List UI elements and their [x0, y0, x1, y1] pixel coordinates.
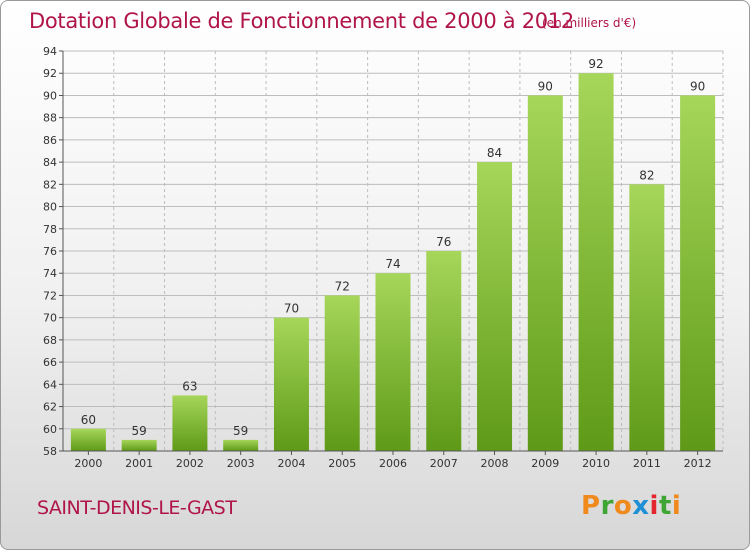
x-tick-label: 2009: [531, 457, 559, 470]
bar: [273, 317, 309, 451]
x-tick-label: 2005: [328, 457, 356, 470]
x-tick-label: 2011: [633, 457, 661, 470]
data-label: 70: [284, 302, 299, 316]
bar: [375, 273, 411, 451]
logo-letter: x: [632, 491, 650, 521]
data-label: 63: [182, 379, 197, 393]
y-tick-label: 76: [43, 245, 57, 258]
bar: [324, 295, 360, 451]
bar: [121, 439, 157, 451]
y-tick-label: 78: [43, 223, 57, 236]
commune-name: SAINT-DENIS-LE-GAST: [37, 497, 237, 519]
x-tick-label: 2007: [430, 457, 458, 470]
data-label: 92: [588, 57, 603, 71]
x-tick-label: 2012: [684, 457, 712, 470]
y-tick-label: 72: [43, 289, 57, 302]
bar: [629, 184, 665, 452]
axes: 58 60 62 64 66 68 70 72 74 76 78 80 82 84 86 88 90 92 94 20…: [43, 45, 723, 470]
bar: [578, 73, 614, 451]
data-label: 59: [233, 424, 248, 438]
x-tick-label: 2004: [277, 457, 305, 470]
x-tick-label: 2002: [176, 457, 204, 470]
bar: [70, 428, 106, 451]
chart-title: Dotation Globale de Fonctionnement de 20…: [29, 9, 574, 33]
logo-letter: i: [649, 491, 659, 521]
y-tick-label: 62: [43, 401, 57, 414]
y-tick-label: 60: [43, 423, 57, 436]
logo-letter: o: [613, 491, 633, 521]
data-label: 90: [538, 79, 553, 93]
data-label: 74: [385, 257, 400, 271]
logo-letter: r: [600, 491, 614, 521]
data-label: 76: [436, 235, 451, 249]
y-tick-label: 64: [43, 378, 57, 391]
data-label: 90: [690, 79, 705, 93]
y-tick-label: 90: [43, 89, 57, 102]
y-tick-label: 68: [43, 334, 57, 347]
proxiti-logo[interactable]: Proxiti: [581, 491, 681, 521]
y-tick-label: 84: [43, 156, 57, 169]
bar: [172, 395, 208, 451]
y-tick-label: 66: [43, 356, 57, 369]
y-tick-label: 88: [43, 112, 57, 125]
y-tick-label: 80: [43, 201, 57, 214]
data-label: 82: [639, 168, 654, 182]
logo-letter: t: [658, 491, 672, 521]
y-tick-label: 74: [43, 267, 57, 280]
data-label: 59: [132, 424, 147, 438]
bar: [477, 162, 513, 451]
logo-letter: i: [671, 491, 682, 521]
bar: [527, 95, 563, 451]
y-tick-label: 94: [43, 45, 57, 58]
x-tick-label: 2008: [481, 457, 509, 470]
x-tick-label: 2003: [227, 457, 255, 470]
y-tick-label: 58: [43, 445, 57, 458]
bars: 60 59 63 59 70 72 74 76 84 90 92 82 90: [70, 57, 716, 452]
x-tick-label: 2006: [379, 457, 407, 470]
data-label: 60: [81, 413, 96, 427]
x-tick-label: 2010: [582, 457, 610, 470]
data-label: 84: [487, 146, 502, 160]
bar: [223, 439, 259, 451]
chart-unit: (en milliers d'€): [542, 16, 637, 30]
bar: [426, 251, 462, 451]
y-tick-label: 92: [43, 67, 57, 80]
x-tick-label: 2001: [125, 457, 153, 470]
data-label: 72: [335, 279, 350, 293]
y-tick-label: 86: [43, 134, 57, 147]
bar: [680, 95, 716, 451]
logo-letter: P: [581, 491, 601, 521]
x-tick-label: 2000: [74, 457, 102, 470]
y-tick-label: 70: [43, 312, 57, 325]
y-tick-label: 82: [43, 178, 57, 191]
